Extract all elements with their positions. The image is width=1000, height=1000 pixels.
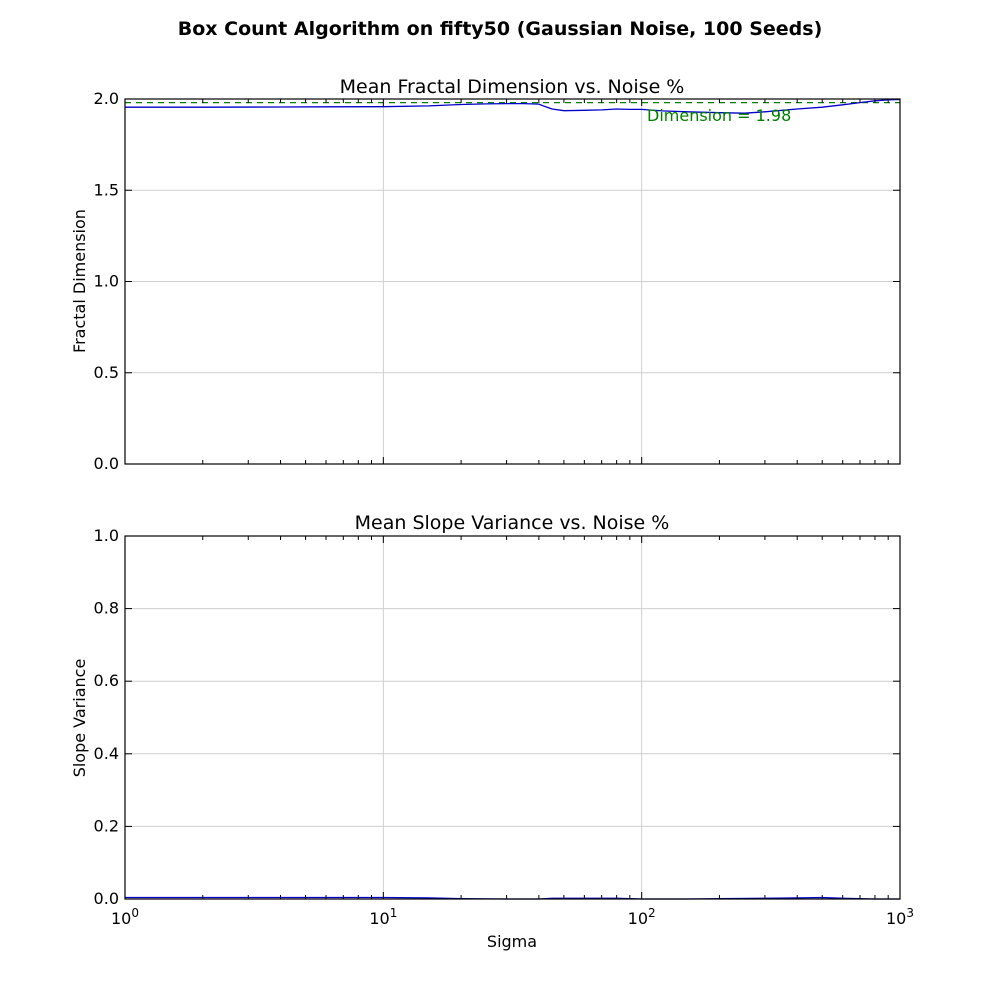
- y-axis-label-fractal-dimension: Fractal Dimension: [70, 209, 89, 353]
- tick-labels-fractal-dimension: 0.0 0.5 1.0 1.5 2.0: [94, 89, 119, 473]
- x-tick-label: 100: [111, 906, 139, 928]
- figure-title: Box Count Algorithm on fifty50 (Gaussian…: [178, 18, 823, 40]
- tick-labels-slope-variance: 100 101 102 103 0.0 0.2 0.4 0.6 0.8 1.0: [94, 526, 914, 928]
- y-tick-label: 0.5: [94, 363, 119, 382]
- x-tick-label: 102: [628, 906, 656, 928]
- series-layer-fractal-dimension: [125, 98, 901, 114]
- y-tick-label: 2.0: [94, 89, 119, 108]
- y-tick-label: 0.6: [94, 671, 119, 690]
- y-tick-label: 0.2: [94, 816, 119, 835]
- grid-fractal-dimension: [124, 98, 901, 465]
- y-axis-label-slope-variance: Slope Variance: [70, 659, 89, 778]
- dimension-annotation: Dimension = 1.98: [647, 106, 791, 125]
- grid-slope-variance: [124, 535, 901, 900]
- y-tick-label: 0.4: [94, 744, 119, 763]
- y-tick-label: 0.0: [94, 889, 119, 908]
- panel-title-fractal-dimension: Mean Fractal Dimension vs. Noise %: [340, 76, 685, 98]
- slope-variance-panel: Mean Slope Variance vs. Noise % Slope Va…: [70, 512, 914, 951]
- series-line: [125, 98, 901, 114]
- x-tick-label: 101: [369, 906, 397, 928]
- ticks-slope-variance: [124, 535, 901, 900]
- y-tick-label: 1.0: [94, 526, 119, 545]
- y-tick-label: 1.0: [94, 272, 119, 291]
- plot-frame-slope-variance: [124, 535, 901, 900]
- x-axis-label-sigma: Sigma: [487, 932, 537, 951]
- panel-title-slope-variance: Mean Slope Variance vs. Noise %: [355, 512, 670, 534]
- ticks-fractal-dimension: [124, 98, 901, 465]
- y-tick-label: 0.0: [94, 454, 119, 473]
- y-tick-label: 0.8: [94, 599, 119, 618]
- fractal-dimension-panel: Mean Fractal Dimension vs. Noise % Fract…: [70, 76, 901, 473]
- x-tick-label: 103: [886, 906, 914, 928]
- y-tick-label: 1.5: [94, 180, 119, 199]
